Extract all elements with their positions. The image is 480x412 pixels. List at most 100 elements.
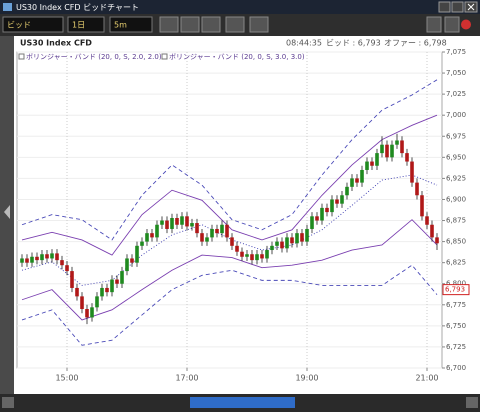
- candle-body: [335, 199, 339, 204]
- candle-body: [285, 237, 289, 249]
- candle-body: [40, 254, 44, 261]
- candle-body: [25, 258, 29, 263]
- price-type-select[interactable]: [2, 16, 64, 33]
- tool-button[interactable]: [159, 16, 179, 33]
- window-buttons: [438, 1, 478, 13]
- app-icon: [3, 3, 12, 11]
- candle-body: [330, 199, 334, 213]
- bid: ビッド : 6,793: [326, 39, 381, 48]
- maximize[interactable]: [451, 1, 464, 13]
- candle-body: [390, 144, 394, 158]
- candle-body: [425, 216, 429, 225]
- tool-button[interactable]: [225, 16, 245, 33]
- candle-body: [135, 245, 139, 263]
- price-type: ビッド: [7, 21, 31, 30]
- candle-body: [355, 178, 359, 183]
- minimize[interactable]: [438, 1, 451, 13]
- candle-body: [295, 233, 299, 244]
- candle-body: [245, 254, 249, 257]
- x-tick-label: 15:00: [55, 374, 78, 383]
- candle-body: [370, 161, 374, 166]
- candle-body: [70, 271, 74, 288]
- symbol: US30 Index CFD: [20, 39, 92, 48]
- candle-body: [365, 161, 369, 170]
- candle-body: [310, 216, 314, 229]
- y-tick-label: 7,025: [446, 90, 466, 98]
- legend-box[interactable]: [18, 53, 25, 60]
- candle-body: [130, 258, 134, 263]
- band-line: [21, 114, 438, 256]
- candle-body: [260, 254, 264, 259]
- scroll-left[interactable]: [2, 397, 14, 408]
- candle-body: [160, 220, 164, 225]
- candle-body: [45, 254, 49, 259]
- interval-select[interactable]: [109, 16, 153, 33]
- candle-body: [345, 186, 349, 196]
- candle-body: [305, 228, 309, 242]
- candle-body: [115, 279, 119, 284]
- alert-button[interactable]: [461, 19, 471, 30]
- candle-body: [155, 224, 159, 238]
- side-toggle[interactable]: [4, 205, 10, 219]
- candle-body: [165, 220, 169, 229]
- candle-body: [85, 309, 89, 318]
- candle-body: [325, 207, 329, 213]
- candle-body: [80, 296, 84, 310]
- legend-box[interactable]: [161, 53, 168, 60]
- y-tick-label: 6,975: [446, 132, 466, 140]
- candle-body: [95, 296, 99, 308]
- y-tick-label: 6,700: [446, 364, 466, 372]
- candle-body: [415, 182, 419, 196]
- band-line: [21, 79, 438, 241]
- candle-body: [255, 254, 259, 261]
- candle-body: [395, 140, 399, 145]
- candle-body: [315, 216, 319, 221]
- tool-button[interactable]: [249, 16, 269, 33]
- candle-body: [180, 216, 184, 225]
- candle-body: [30, 256, 34, 263]
- candle-body: [250, 254, 254, 261]
- candle-body: [240, 251, 244, 257]
- candle-body: [140, 241, 144, 246]
- y-tick-label: 7,075: [446, 48, 466, 56]
- candle-body: [220, 224, 224, 234]
- last-price-label: 6,793: [445, 286, 465, 294]
- candle-body: [120, 271, 124, 284]
- scroll-thumb[interactable]: [190, 397, 295, 408]
- y-tick-label: 6,925: [446, 174, 466, 182]
- candle-body: [380, 144, 384, 154]
- y-tick-label: 6,750: [446, 322, 466, 330]
- candle-body: [410, 161, 414, 183]
- candle-body: [340, 195, 344, 204]
- candle-body: [170, 218, 174, 229]
- candle-body: [50, 253, 54, 259]
- candle-body: [385, 144, 389, 158]
- candle-body: [20, 258, 24, 263]
- candle-body: [205, 237, 209, 242]
- offer: オファー : 6,798: [384, 39, 447, 48]
- interval: 5m: [114, 21, 127, 30]
- candle-body: [405, 153, 409, 162]
- last-price-box: [442, 284, 470, 296]
- tool-button[interactable]: [426, 16, 442, 33]
- window-title: US30 Index CFD ビッドチャート: [16, 3, 139, 12]
- candle-body: [375, 153, 379, 166]
- candle-body: [60, 260, 64, 266]
- x-tick-label: 17:00: [175, 374, 198, 383]
- tool-button[interactable]: [201, 16, 221, 33]
- y-tick-label: 6,775: [446, 301, 466, 309]
- candle-body: [35, 256, 39, 261]
- scroll-right[interactable]: [466, 397, 478, 408]
- x-tick-label: 19:00: [295, 374, 318, 383]
- close-icon: [467, 3, 475, 11]
- period-select[interactable]: [67, 16, 105, 33]
- candle-body: [110, 279, 114, 293]
- y-tick-label: 6,825: [446, 259, 466, 267]
- candle-body: [105, 287, 109, 293]
- candle-body: [215, 228, 219, 234]
- clock: 08:44:35: [286, 39, 322, 48]
- tool-button[interactable]: [444, 16, 460, 33]
- tool-button[interactable]: [180, 16, 200, 33]
- candle-body: [230, 237, 234, 246]
